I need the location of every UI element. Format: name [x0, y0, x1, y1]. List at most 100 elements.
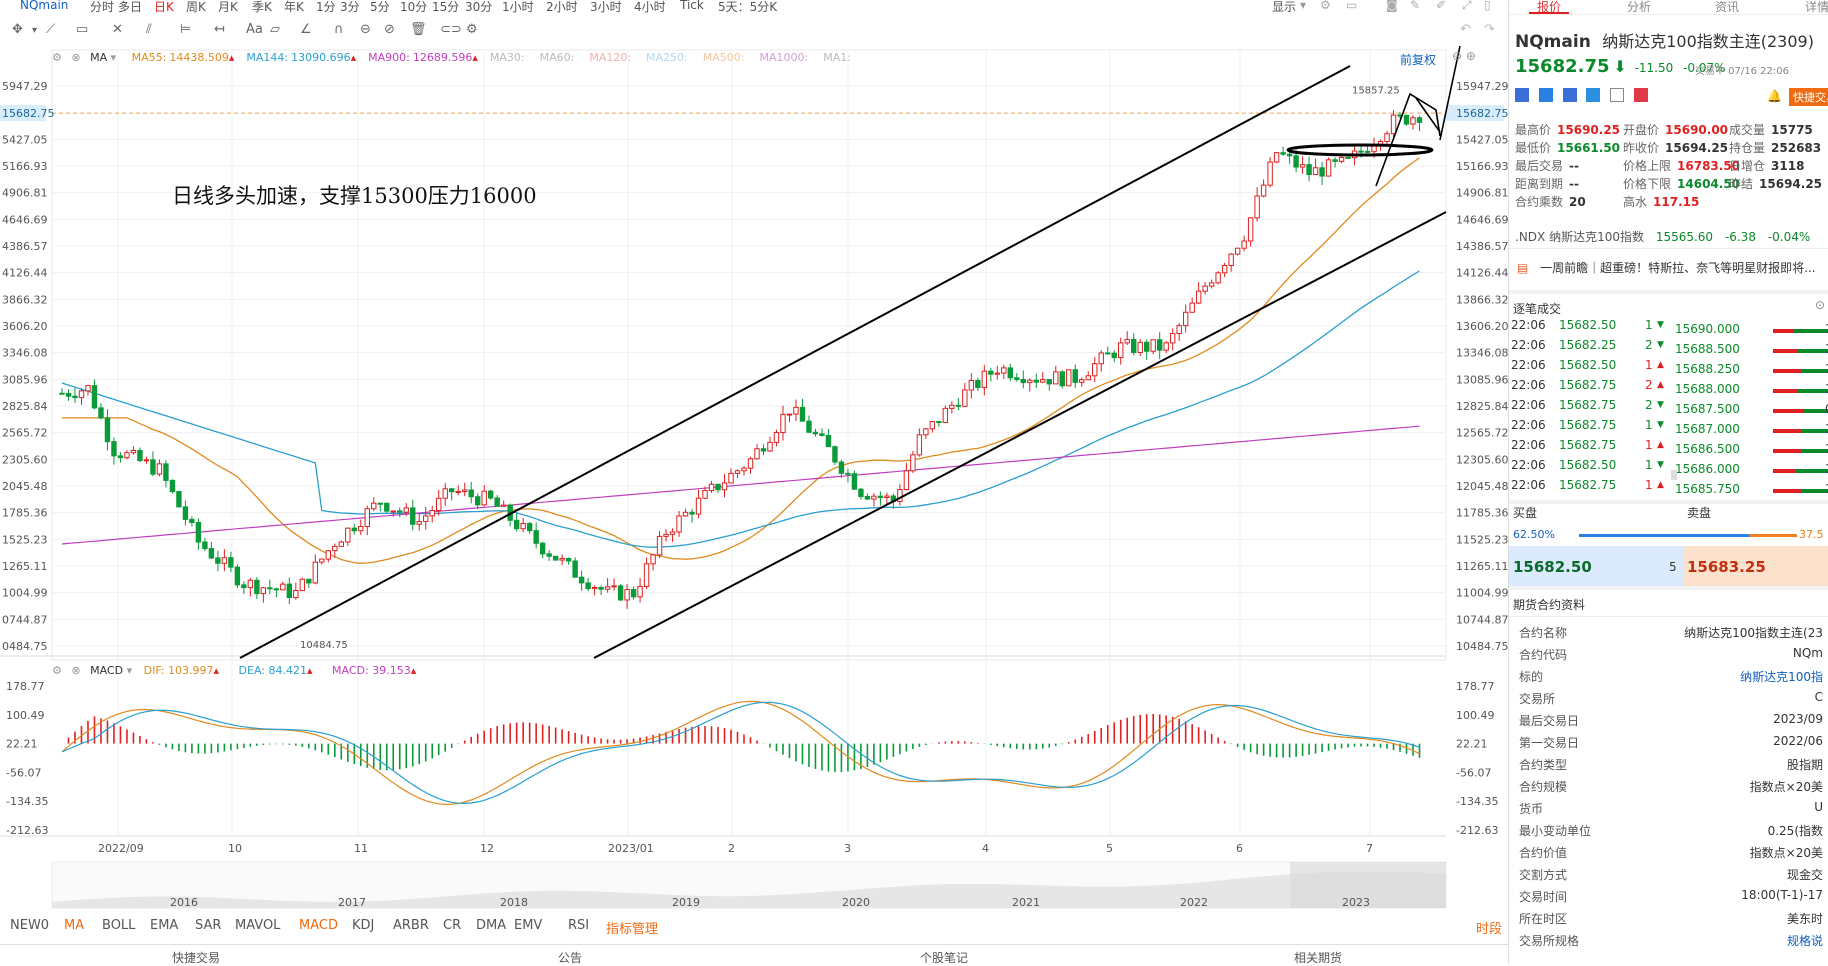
- indicator-tab[interactable]: MACD: [299, 918, 338, 933]
- period-tab[interactable]: Tick: [680, 0, 704, 12]
- camera-icon[interactable]: ◙: [1386, 0, 1398, 12]
- indicator-tab[interactable]: BOLL: [102, 918, 136, 933]
- news-row[interactable]: ▤ 一周前瞻｜超重磅！特斯拉、奈飞等明星财报即将...: [1517, 259, 1817, 276]
- lightning-icon[interactable]: [1538, 88, 1553, 102]
- link-icon[interactable]: ⊂⊃: [440, 22, 462, 37]
- indicator-tab[interactable]: MAVOL: [235, 918, 281, 933]
- indicator-tab[interactable]: EMA: [150, 918, 179, 933]
- chevron-down-icon[interactable]: ▾: [110, 51, 117, 64]
- display-menu[interactable]: 显示: [1272, 0, 1297, 14]
- ndx-row[interactable]: .NDX 纳斯达克100指数 15565.60 -6.38 -0.04%: [1515, 228, 1810, 245]
- chevron-down-icon[interactable]: ▾: [32, 25, 38, 36]
- footer-tab[interactable]: 快捷交易: [172, 951, 221, 965]
- eraser-icon[interactable]: ∠: [300, 22, 312, 37]
- chevron-down-icon[interactable]: ▾: [126, 664, 133, 677]
- flag-icon[interactable]: [1515, 88, 1529, 102]
- period-tab[interactable]: 1分: [316, 0, 336, 14]
- adjust-button[interactable]: 前复权: [1400, 53, 1437, 67]
- fib-icon[interactable]: ⊨: [180, 22, 192, 37]
- period-button[interactable]: 时段: [1476, 922, 1503, 937]
- bell-icon[interactable]: 🔔: [1767, 89, 1782, 103]
- channel-icon[interactable]: ⫽: [146, 22, 152, 37]
- period-tab[interactable]: 10分: [400, 0, 428, 14]
- doc-icon[interactable]: [1610, 88, 1625, 102]
- indicator-tab[interactable]: KDJ: [352, 918, 375, 933]
- close-icon[interactable]: ⊗: [71, 51, 81, 64]
- projection-arrow[interactable]: [1439, 46, 1461, 141]
- text-tool-icon[interactable]: Aa: [246, 22, 263, 37]
- quote-tab[interactable]: 资讯: [1715, 0, 1740, 14]
- indicator-tab[interactable]: MA: [64, 918, 85, 933]
- period-tab[interactable]: 月K: [218, 0, 238, 14]
- period-tab[interactable]: 5分: [370, 0, 390, 14]
- period-tab[interactable]: 季K: [252, 0, 272, 14]
- trend-line-icon[interactable]: ⟋: [46, 22, 56, 37]
- quote-tab[interactable]: 报价: [1537, 0, 1562, 14]
- indicator-tab[interactable]: 指标管理: [606, 922, 659, 937]
- depth-list[interactable]: 15690.0001.7015688.5001.1115688.2501.091…: [1675, 322, 1828, 496]
- footer-tab[interactable]: 个股笔记: [920, 951, 969, 965]
- period-tab[interactable]: 15分: [432, 0, 460, 14]
- ask-box[interactable]: 15683.25: [1683, 546, 1828, 586]
- magnet-icon[interactable]: ∩: [334, 22, 344, 37]
- settings-icon[interactable]: ⚙: [52, 664, 62, 677]
- crosshair-icon[interactable]: ✥: [12, 22, 23, 37]
- support-zone-ellipse[interactable]: [1286, 143, 1434, 157]
- tick-list[interactable]: 22:06 15682.50 1 ▼ 22:06 15682.25 2 ▼ 22:06 15682…: [1509, 318, 1669, 496]
- minimize-icon[interactable]: ⊖: [1452, 49, 1463, 63]
- rectangle-icon[interactable]: ▭: [76, 22, 89, 37]
- quick-trade-button[interactable]: 快捷交易: [1789, 88, 1828, 106]
- indicator-tab[interactable]: RSI: [568, 918, 590, 933]
- hide-icon[interactable]: ⊘: [384, 22, 395, 37]
- indicator-tab[interactable]: EMV: [514, 918, 543, 933]
- symbol-selector[interactable]: NQmain: [20, 0, 69, 12]
- more-icon[interactable]: ⊙: [1815, 298, 1826, 312]
- contract-value[interactable]: 纳斯达克100指: [1740, 670, 1823, 684]
- close-icon[interactable]: ⊗: [71, 664, 81, 677]
- warning-icon[interactable]: [1562, 88, 1577, 102]
- period-tab[interactable]: 5天：5分K: [718, 0, 778, 14]
- indicator-tab[interactable]: NEW0: [10, 918, 50, 933]
- chevron-down-icon[interactable]: ▾: [1300, 0, 1307, 12]
- layout-icon[interactable]: ▭: [1346, 0, 1358, 12]
- undo-icon[interactable]: ↶: [1460, 22, 1471, 37]
- indicator-tab[interactable]: CR: [443, 918, 462, 933]
- period-tab[interactable]: 日K: [154, 0, 174, 14]
- window-icon[interactable]: ▯: [1484, 0, 1491, 12]
- projection-leg[interactable]: [1415, 97, 1441, 133]
- redo-icon[interactable]: ↷: [1484, 22, 1495, 37]
- indicator-tab[interactable]: SAR: [195, 918, 222, 933]
- period-tab[interactable]: 30分: [465, 0, 493, 14]
- arrow-tool-icon[interactable]: ↤: [214, 22, 225, 37]
- overview-window[interactable]: [1290, 862, 1446, 908]
- settings-icon[interactable]: ⚙: [466, 22, 478, 37]
- pen-icon[interactable]: ✐: [1436, 0, 1447, 12]
- edit-icon[interactable]: ✎: [1410, 0, 1421, 12]
- indicator-tab[interactable]: ARBR: [393, 918, 429, 933]
- period-tab[interactable]: 3分: [340, 0, 360, 14]
- scrollbar[interactable]: [1671, 470, 1677, 480]
- period-tab[interactable]: 多日: [118, 0, 143, 14]
- trash-icon[interactable]: 🗑: [410, 22, 427, 37]
- heart-icon[interactable]: [1634, 88, 1649, 102]
- footer-tab[interactable]: 公告: [558, 951, 583, 965]
- indicator-tab[interactable]: DMA: [476, 918, 507, 933]
- contract-value[interactable]: 规格说: [1786, 934, 1823, 948]
- fullscreen-icon[interactable]: ⤢: [1462, 0, 1472, 12]
- maximize-icon[interactable]: ⊕: [1465, 49, 1476, 63]
- footer-tab[interactable]: 相关期货: [1294, 951, 1343, 965]
- quote-tab[interactable]: 详情: [1805, 0, 1828, 14]
- settings-icon[interactable]: ⚙: [1320, 0, 1331, 12]
- lock-icon[interactable]: ⊖: [360, 22, 371, 37]
- period-tab[interactable]: 2小时: [546, 0, 578, 14]
- note-icon[interactable]: ▱: [270, 22, 280, 37]
- period-tab[interactable]: 4小时: [634, 0, 666, 14]
- period-tab[interactable]: 3小时: [590, 0, 622, 14]
- projection-path[interactable]: [1375, 92, 1441, 187]
- kline-chart[interactable]: 15682.75 15682.75 15947.29 5947.29 15427.05…: [0, 46, 1508, 916]
- period-tab[interactable]: 1小时: [502, 0, 534, 14]
- trend-line-lower[interactable]: [593, 211, 1447, 659]
- bid-box[interactable]: 15682.50 5: [1509, 546, 1683, 586]
- period-tab[interactable]: 分时: [90, 0, 115, 14]
- cross-lines-icon[interactable]: ✕: [112, 22, 123, 37]
